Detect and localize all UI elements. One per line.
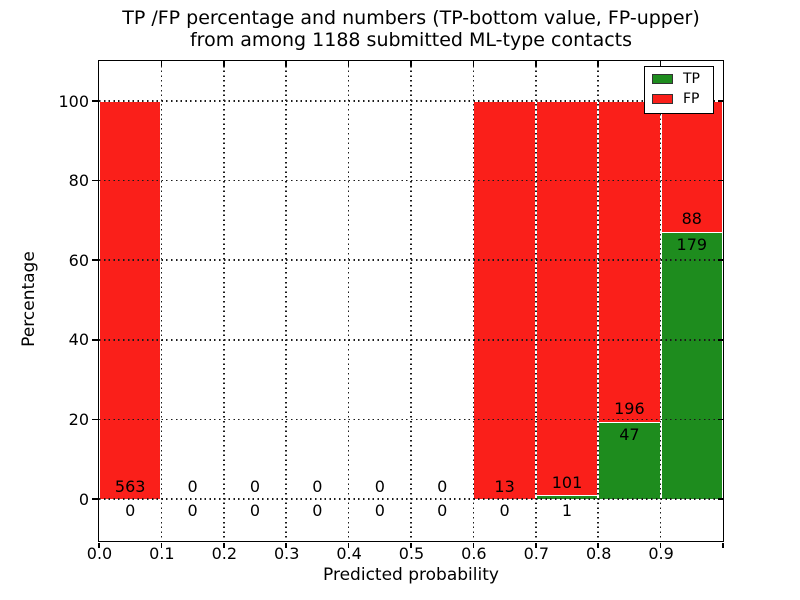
fp-count-label: 0 <box>249 477 261 497</box>
legend-swatch-tp <box>652 74 673 84</box>
y-tick-right <box>718 179 723 182</box>
x-tick <box>597 542 599 548</box>
x-axis-label: Predicted probability <box>323 565 499 585</box>
fp-count-label: 0 <box>312 477 323 497</box>
legend-row: TP <box>645 69 713 89</box>
x-tick <box>285 542 287 548</box>
x-tick-label: 0.3 <box>273 544 300 563</box>
x-tick-top <box>223 61 225 66</box>
y-tick-right <box>718 339 723 341</box>
y-tick-label: 0 <box>78 489 89 509</box>
y-tick-right <box>718 100 723 102</box>
legend-row: FP <box>645 89 713 109</box>
y-tick <box>92 179 98 182</box>
bar-fp-segment <box>598 101 661 423</box>
tp-count-label: 0 <box>249 500 261 520</box>
x-tick-top <box>160 61 163 66</box>
tp-count-label: 47 <box>619 424 640 444</box>
y-tick <box>92 418 98 421</box>
x-tick <box>722 542 724 548</box>
legend-label-tp: TP <box>683 71 700 87</box>
x-tick-label: 0.8 <box>585 544 612 563</box>
tp-count-label: 0 <box>125 500 136 520</box>
v-gridline <box>223 61 225 541</box>
x-tick <box>347 542 350 548</box>
fp-count-label: 0 <box>374 477 385 497</box>
x-tick <box>659 542 662 548</box>
fp-count-label: 0 <box>437 477 448 497</box>
x-tick <box>410 542 412 548</box>
legend: TP FP <box>644 66 714 114</box>
x-tick-label: 0.5 <box>398 544 425 563</box>
y-tick-right <box>718 259 723 261</box>
x-tick <box>160 542 163 548</box>
v-gridline <box>285 61 287 541</box>
x-tick-top <box>347 61 350 66</box>
y-tick <box>92 339 98 341</box>
chart-title-line1: TP /FP percentage and numbers (TP-bottom… <box>122 7 700 29</box>
tp-count-label: 0 <box>187 500 198 520</box>
y-tick <box>92 498 98 500</box>
x-tick-label: 0.4 <box>336 544 362 563</box>
fp-count-label: 196 <box>614 399 645 419</box>
fp-count-label: 88 <box>681 209 702 229</box>
x-tick-top <box>535 61 537 66</box>
y-tick-label: 40 <box>68 330 89 350</box>
y-tick-label: 100 <box>58 91 89 111</box>
x-tick-top <box>285 61 287 66</box>
v-gridline <box>597 61 599 541</box>
tp-count-label: 1 <box>561 500 573 520</box>
v-gridline <box>160 61 163 541</box>
fp-count-label: 13 <box>494 477 515 497</box>
x-tick <box>472 542 475 548</box>
x-tick-label: 0.1 <box>149 544 175 563</box>
v-gridline <box>659 61 662 541</box>
v-gridline <box>472 61 475 541</box>
x-tick-label: 0.7 <box>523 544 550 563</box>
x-tick-top <box>410 61 412 66</box>
tp-count-label: 0 <box>437 500 448 520</box>
tp-count-label: 0 <box>374 500 385 520</box>
x-tick-label: 0.2 <box>211 544 238 563</box>
chart-title: TP /FP percentage and numbers (TP-bottom… <box>111 7 711 51</box>
tp-count-label: 0 <box>312 500 323 520</box>
y-tick-label: 80 <box>68 171 89 191</box>
legend-swatch-fp <box>652 94 673 104</box>
bar-fp-segment <box>99 101 162 499</box>
y-tick-right <box>718 498 723 500</box>
x-tick-label: 0.0 <box>86 544 113 563</box>
bar-fp-segment <box>473 101 536 499</box>
bar-fp-segment <box>660 101 723 233</box>
fp-count-label: 563 <box>114 477 146 497</box>
legend-label-fp: FP <box>683 91 700 107</box>
y-tick-right <box>718 418 723 421</box>
fp-count-label: 101 <box>551 473 583 493</box>
plot-area: TP FP 563 0 0 0 0 0 0 0 0 0 0 0 13 0 101 1 196 47 88 179 <box>92 60 724 548</box>
fp-count-label: 0 <box>187 477 198 497</box>
v-gridline <box>410 61 412 541</box>
x-tick <box>535 542 537 548</box>
bar-fp-segment <box>535 101 599 496</box>
y-tick-label: 60 <box>68 250 89 270</box>
y-axis-label: Percentage <box>19 251 39 347</box>
chart-title-line2: from among 1188 submitted ML-type contac… <box>189 29 633 51</box>
x-tick-label: 0.6 <box>461 544 487 563</box>
x-tick <box>98 542 100 548</box>
y-tick-label: 20 <box>68 409 89 429</box>
tp-count-label: 179 <box>676 234 708 254</box>
bar-tp-segment <box>660 232 723 499</box>
y-tick <box>92 100 98 102</box>
y-tick <box>92 259 98 261</box>
x-tick <box>223 542 225 548</box>
tp-count-label: 0 <box>499 500 510 520</box>
x-tick-top <box>472 61 475 66</box>
x-tick-label: 0.9 <box>648 544 674 563</box>
v-gridline <box>347 61 350 541</box>
x-tick-top <box>659 61 662 66</box>
x-tick-top <box>597 61 599 66</box>
v-gridline <box>535 61 537 541</box>
